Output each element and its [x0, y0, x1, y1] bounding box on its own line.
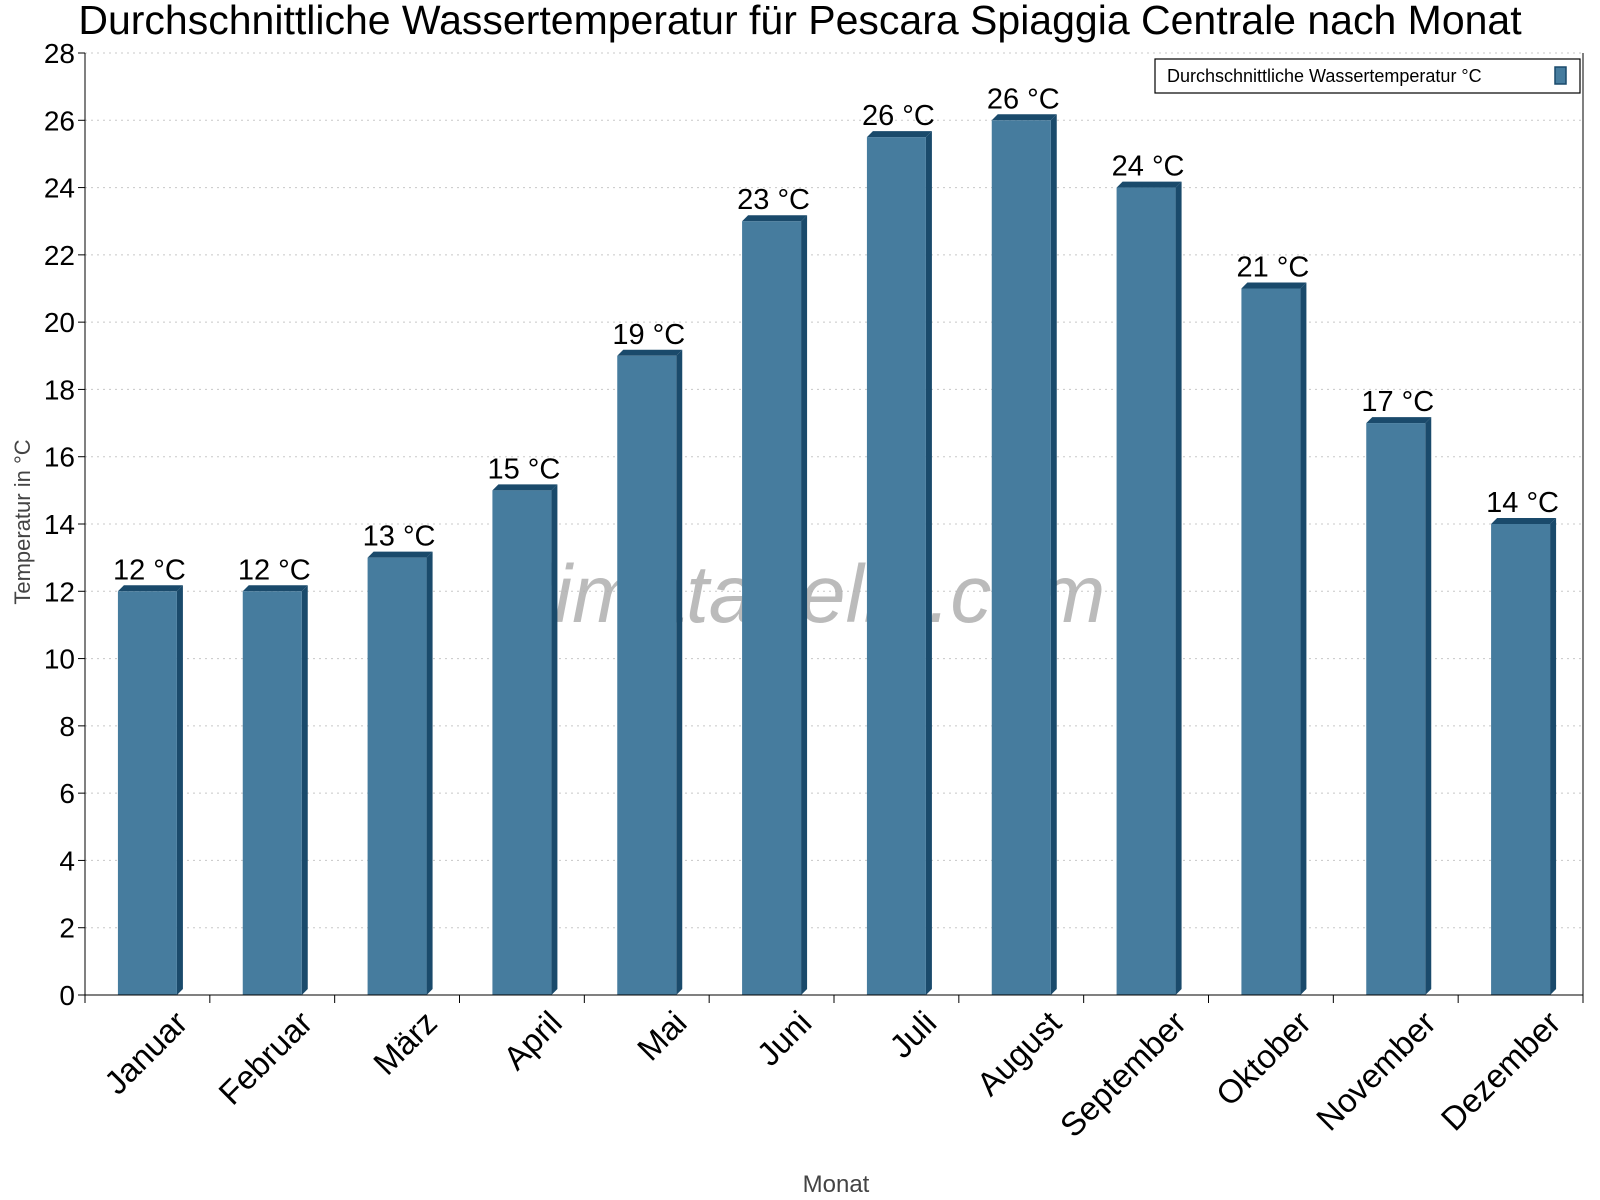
bar [1241, 288, 1301, 995]
bar [1491, 524, 1551, 995]
bar-side [1550, 518, 1557, 995]
x-tick-label: Oktober [1209, 1004, 1318, 1113]
bar [242, 591, 302, 995]
bar [866, 137, 926, 995]
bar [1116, 187, 1176, 996]
x-tick-label: März [366, 1004, 444, 1082]
bar-side [301, 585, 308, 995]
bar-top [492, 484, 558, 491]
y-tick-label: 16 [44, 442, 75, 473]
chart-title: Durchschnittliche Wassertemperatur für P… [78, 0, 1522, 43]
x-tick-label: Februar [211, 1004, 319, 1112]
bar [1366, 423, 1426, 996]
bar-top [617, 349, 683, 356]
y-tick-label: 10 [44, 644, 75, 675]
bar-top [1366, 417, 1432, 424]
bar-top [367, 551, 433, 558]
bar [617, 355, 677, 995]
bar-side [1050, 114, 1057, 996]
x-tick-label: September [1053, 1004, 1193, 1144]
legend: Durchschnittliche Wassertemperatur °C [1154, 58, 1581, 94]
data-label: 15 °C [487, 453, 560, 485]
bar-top [1491, 518, 1557, 524]
x-tick-label: Dezember [1434, 1004, 1568, 1138]
bar [742, 221, 802, 995]
bar-top [866, 131, 932, 138]
y-tick-label: 12 [44, 576, 75, 607]
x-axis-label: Monat [803, 1171, 870, 1198]
bar-top [742, 215, 808, 222]
data-label: 21 °C [1236, 252, 1309, 284]
y-tick-label: 18 [44, 374, 75, 405]
bar-side [551, 484, 558, 995]
bar-top [1116, 181, 1182, 188]
y-tick-label: 6 [59, 778, 75, 809]
data-label: 12 °C [238, 554, 311, 586]
legend-swatch [1554, 66, 1567, 85]
bar-side [925, 131, 932, 995]
y-tick-label: 0 [59, 980, 75, 1011]
y-tick-label: 22 [44, 240, 75, 271]
y-tick-label: 8 [59, 711, 75, 742]
y-tick-label: 14 [44, 509, 75, 540]
bar-side [801, 215, 808, 995]
x-tick-label: April [496, 1004, 569, 1077]
data-label: 23 °C [737, 184, 810, 216]
grid [85, 52, 1583, 929]
bar-side [1300, 282, 1307, 995]
data-label: 13 °C [363, 521, 436, 553]
bar-top [242, 585, 308, 592]
y-tick-label: 4 [59, 845, 75, 876]
bar [117, 591, 177, 995]
data-label: 24 °C [1112, 151, 1185, 183]
bar-side [1425, 417, 1432, 996]
y-axis-label: Temperatur in °C [10, 439, 35, 604]
y-tick-label: 24 [44, 173, 75, 204]
data-label: 19 °C [612, 319, 685, 351]
bar-side [1175, 181, 1182, 996]
x-tick-label: Januar [97, 1004, 195, 1102]
bar-side [426, 551, 433, 995]
x-tick-label: Mai [630, 1004, 694, 1068]
x-tick-label: Juni [750, 1004, 819, 1073]
bar-top [117, 585, 183, 592]
x-tick-label: August [969, 1004, 1068, 1103]
legend-label: Durchschnittliche Wassertemperatur °C [1167, 66, 1482, 86]
y-tick-label: 28 [44, 38, 75, 69]
y-tick-label: 20 [44, 307, 75, 338]
data-label: 14 °C [1486, 487, 1559, 519]
bar-top [1241, 282, 1307, 289]
data-label: 26 °C [987, 83, 1060, 115]
data-label: 12 °C [113, 554, 186, 586]
y-tick-label: 2 [59, 913, 75, 944]
x-tick-label: November [1309, 1004, 1443, 1138]
bar [367, 557, 427, 995]
bar-side [676, 349, 683, 995]
bar-top [991, 114, 1057, 121]
bar-side [176, 585, 183, 995]
y-tick-label: 26 [44, 105, 75, 136]
data-label: 17 °C [1361, 386, 1434, 418]
x-tick-label: Juli [882, 1004, 943, 1065]
data-label: 26 °C [862, 100, 935, 132]
bar [492, 490, 552, 995]
bar [991, 120, 1051, 996]
bars: 12 °C 12 °C 13 °C 15 °C 19 °C 23 °C 26 °C 26 °C… [113, 83, 1559, 996]
